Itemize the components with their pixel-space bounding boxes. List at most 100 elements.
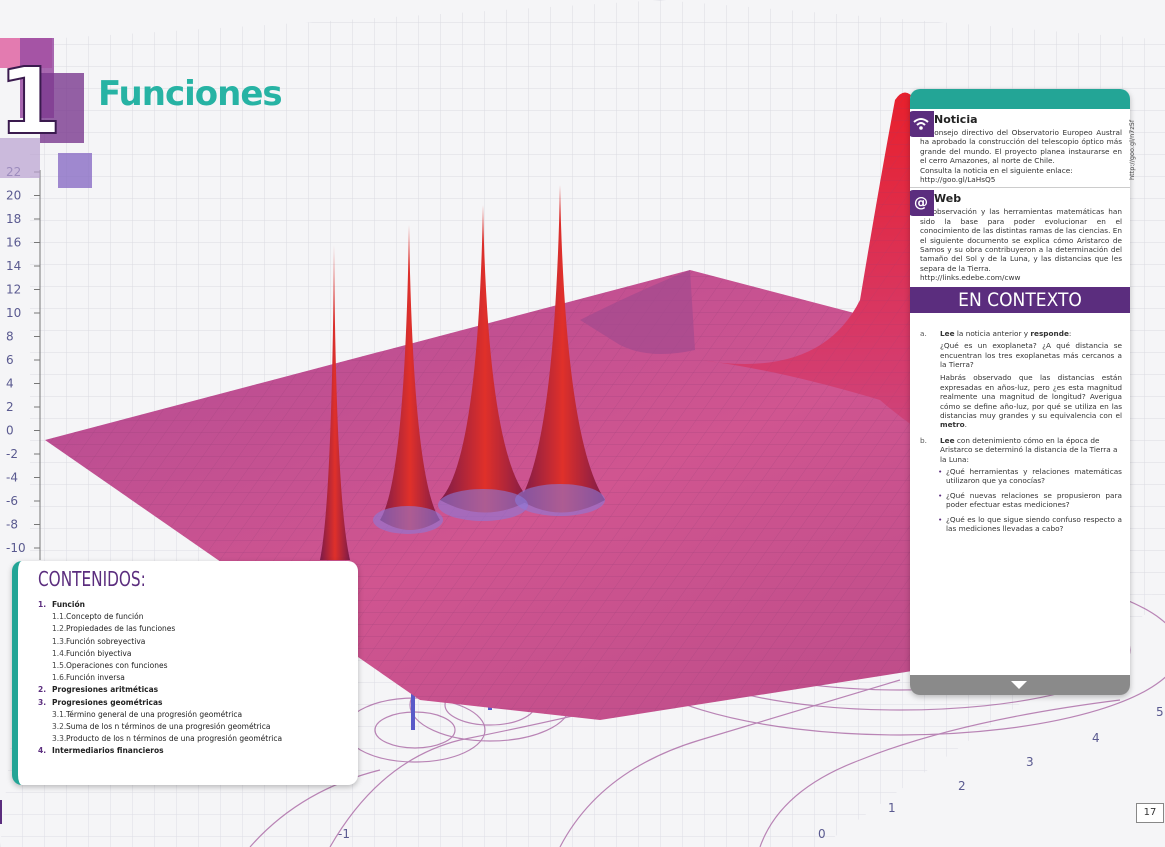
web-section: @ Web La observación y las herramientas … bbox=[910, 187, 1130, 282]
toc-item-label: Función biyectiva bbox=[66, 648, 132, 658]
toc-item-label: Operaciones con funciones bbox=[66, 661, 168, 671]
toc-item-number: 1.3. bbox=[52, 636, 67, 646]
question-a-letter: a. bbox=[920, 328, 927, 338]
y-tick-label: -6 bbox=[6, 494, 18, 508]
qa-lead-bold2: responde bbox=[1030, 328, 1069, 338]
y-tick-label: 10 bbox=[6, 306, 21, 320]
y-tick-label: 12 bbox=[6, 283, 21, 297]
noticia-title: Noticia bbox=[934, 113, 978, 126]
context-title: EN CONTEXTO bbox=[910, 286, 1130, 313]
contents-title: CONTENIDOS: bbox=[38, 567, 146, 591]
toc-item-number: 4. bbox=[38, 746, 47, 756]
toc-item-number: 2. bbox=[38, 685, 47, 695]
qa-paragraph-2: Habrás observado que las distancias está… bbox=[920, 373, 1122, 429]
qb-bullet: ¿Qué herramientas y relaciones matemátic… bbox=[920, 467, 1122, 486]
toc-item-label: Intermediarios financieros bbox=[52, 746, 164, 756]
question-b-letter: b. bbox=[920, 435, 927, 445]
toc-item: 3. Progresiones geométricas bbox=[38, 697, 348, 709]
toc-item-label: Suma de los n términos de una progresión… bbox=[66, 722, 271, 732]
toc-item-label: Función bbox=[52, 600, 85, 609]
toc-item-label: Concepto de función bbox=[66, 612, 144, 622]
side-url: http://goo.gl/n7z5f bbox=[1128, 119, 1136, 180]
y-tick-label: 18 bbox=[6, 212, 21, 226]
noticia-link[interactable]: http://goo.gl/LaHsQ5 bbox=[920, 175, 996, 185]
noticia-section: Noticia El consejo directivo del Observa… bbox=[910, 109, 1130, 184]
z-tick-label: 2 bbox=[958, 779, 966, 793]
toc-item-number: 3. bbox=[38, 697, 47, 707]
toc-item-label: Producto de los n términos de una progre… bbox=[66, 734, 283, 744]
qb-bullet: ¿Qué es lo que sigue siendo confuso resp… bbox=[920, 515, 1122, 534]
toc-item-number: 3.3. bbox=[52, 734, 67, 744]
toc-item: 1.1.Concepto de función bbox=[38, 611, 348, 623]
toc-item-label: Función sobreyectiva bbox=[66, 636, 146, 646]
qb-lead-rest: con detenimiento cómo en la época de Ari… bbox=[940, 435, 1118, 464]
toc-item-label: Propiedades de las funciones bbox=[66, 624, 176, 634]
question-a: a. Lee la noticia anterior y responde: bbox=[920, 329, 1122, 338]
toc-item: 3.3.Producto de los n términos de una pr… bbox=[38, 733, 348, 745]
z-tick-label: 3 bbox=[1026, 755, 1034, 769]
qa-p2-text: Habrás observado que las distancias está… bbox=[940, 373, 1122, 420]
toc-item: 4. Intermediarios financieros bbox=[38, 745, 348, 757]
toc-item-number: 3.1. bbox=[52, 709, 67, 719]
toc-item: 3.2.Suma de los n términos de una progre… bbox=[38, 721, 348, 733]
panel-footer-bar[interactable] bbox=[910, 675, 1130, 695]
qb-lead-bold: Lee bbox=[940, 435, 955, 445]
web-title: Web bbox=[934, 192, 962, 206]
chevron-down-icon[interactable] bbox=[1011, 681, 1027, 689]
chapter-title: Funciones bbox=[98, 74, 283, 114]
toc-item: 1.2.Propiedades de las funciones bbox=[38, 623, 348, 635]
qa-lead-end: : bbox=[1068, 328, 1072, 338]
toc-item: 1. Función bbox=[38, 599, 348, 611]
z-tick-label: 5 bbox=[1156, 705, 1164, 719]
y-tick-label: -4 bbox=[6, 471, 18, 485]
y-tick-label: -8 bbox=[6, 518, 18, 532]
chapter-number: 1 bbox=[0, 48, 62, 155]
noticia-link-text: Consulta la noticia en el siguiente enla… bbox=[920, 165, 1073, 175]
question-b: b. Lee con detenimiento cómo en la época… bbox=[920, 436, 1122, 464]
z-tick-label: 4 bbox=[1092, 731, 1100, 745]
context-body: a. Lee la noticia anterior y responde: ¿… bbox=[910, 313, 1130, 534]
toc-item: 3.1.Término general de una progresión ge… bbox=[38, 709, 348, 721]
y-tick-label: -10 bbox=[6, 541, 26, 555]
qa-lead-bold1: Lee bbox=[940, 328, 955, 338]
toc-item-number: 1. bbox=[38, 600, 47, 609]
toc-item-number: 1.2. bbox=[52, 624, 67, 634]
toc-item: 1.6.Función inversa bbox=[38, 672, 348, 684]
qa-p2-bold: metro bbox=[940, 420, 965, 430]
y-tick-label: 2 bbox=[6, 400, 14, 414]
qa-paragraph-1: ¿Qué es un exoplaneta? ¿A qué distancia … bbox=[940, 341, 1122, 369]
y-tick-label: 20 bbox=[6, 189, 21, 203]
qa-p2-end: . bbox=[964, 420, 967, 430]
toc-item-number: 3.2. bbox=[52, 722, 67, 732]
toc-item-label: Función inversa bbox=[66, 673, 125, 683]
toc-item: 1.5.Operaciones con funciones bbox=[38, 660, 348, 672]
toc-item-number: 1.1. bbox=[52, 612, 67, 622]
toc-item: 2. Progresiones aritméticas bbox=[38, 684, 348, 696]
toc-item: 1.3.Función sobreyectiva bbox=[38, 636, 348, 648]
x-tick-label: -1 bbox=[338, 827, 350, 841]
qa-lead-mid: la noticia anterior y bbox=[954, 328, 1031, 338]
toc-item-number: 1.4. bbox=[52, 648, 67, 658]
y-tick-label: 4 bbox=[6, 377, 14, 391]
toc-item: 1.4.Función biyectiva bbox=[38, 648, 348, 660]
y-tick-label: 8 bbox=[6, 330, 14, 344]
contents-card: CONTENIDOS: 1. Función 1.1.Concepto de fun… bbox=[12, 561, 358, 785]
y-tick-label: 14 bbox=[6, 259, 21, 273]
page-number: 17 bbox=[1136, 803, 1164, 823]
at-sign-icon: @ bbox=[910, 190, 934, 217]
chapter-number-badge: 1 bbox=[0, 38, 92, 188]
toc-item-label: Progresiones aritméticas bbox=[52, 685, 159, 695]
z-tick-label: 1 bbox=[888, 801, 896, 815]
y-tick-label: 16 bbox=[6, 236, 21, 250]
y-tick-label: 6 bbox=[6, 353, 14, 367]
y-tick-label: 0 bbox=[6, 424, 14, 438]
toc-item-label: Término general de una progresión geomét… bbox=[66, 709, 243, 719]
wifi-icon bbox=[910, 111, 934, 137]
noticia-body: El consejo directivo del Observatorio Eu… bbox=[920, 128, 1122, 166]
left-page-marker bbox=[0, 800, 2, 824]
qb-bullet: ¿Qué nuevas relaciones se propusieron pa… bbox=[920, 491, 1122, 510]
web-link[interactable]: http://links.edebe.com/cww bbox=[920, 273, 1021, 283]
y-tick-label: -2 bbox=[6, 447, 18, 461]
toc-item-number: 1.5. bbox=[52, 661, 67, 671]
info-panel: Noticia El consejo directivo del Observa… bbox=[910, 89, 1130, 695]
